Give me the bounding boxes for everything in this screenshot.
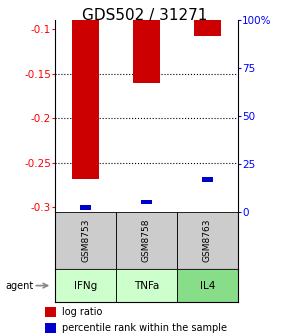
Text: GSM8758: GSM8758 (142, 218, 151, 262)
Bar (177, 269, 238, 302)
Text: GDS502 / 31271: GDS502 / 31271 (82, 8, 208, 24)
Bar (177, 212, 238, 269)
Text: TNFa: TNFa (134, 281, 159, 291)
Text: GSM8753: GSM8753 (81, 218, 90, 262)
Text: log ratio: log ratio (62, 307, 102, 317)
Bar (55, 212, 116, 269)
Text: IFNg: IFNg (74, 281, 97, 291)
Bar (116, 269, 177, 302)
Bar (45, 323, 57, 333)
Text: GSM8763: GSM8763 (203, 218, 212, 262)
Bar (133, 20, 160, 83)
Text: agent: agent (6, 281, 34, 291)
Text: IL4: IL4 (200, 281, 215, 291)
Text: percentile rank within the sample: percentile rank within the sample (62, 323, 227, 333)
Bar (80, 205, 91, 210)
Bar (45, 307, 57, 317)
Bar (116, 212, 177, 269)
Bar (194, 20, 221, 36)
Bar (141, 200, 152, 205)
Bar (202, 177, 213, 181)
Bar (55, 269, 116, 302)
Bar (72, 20, 99, 179)
